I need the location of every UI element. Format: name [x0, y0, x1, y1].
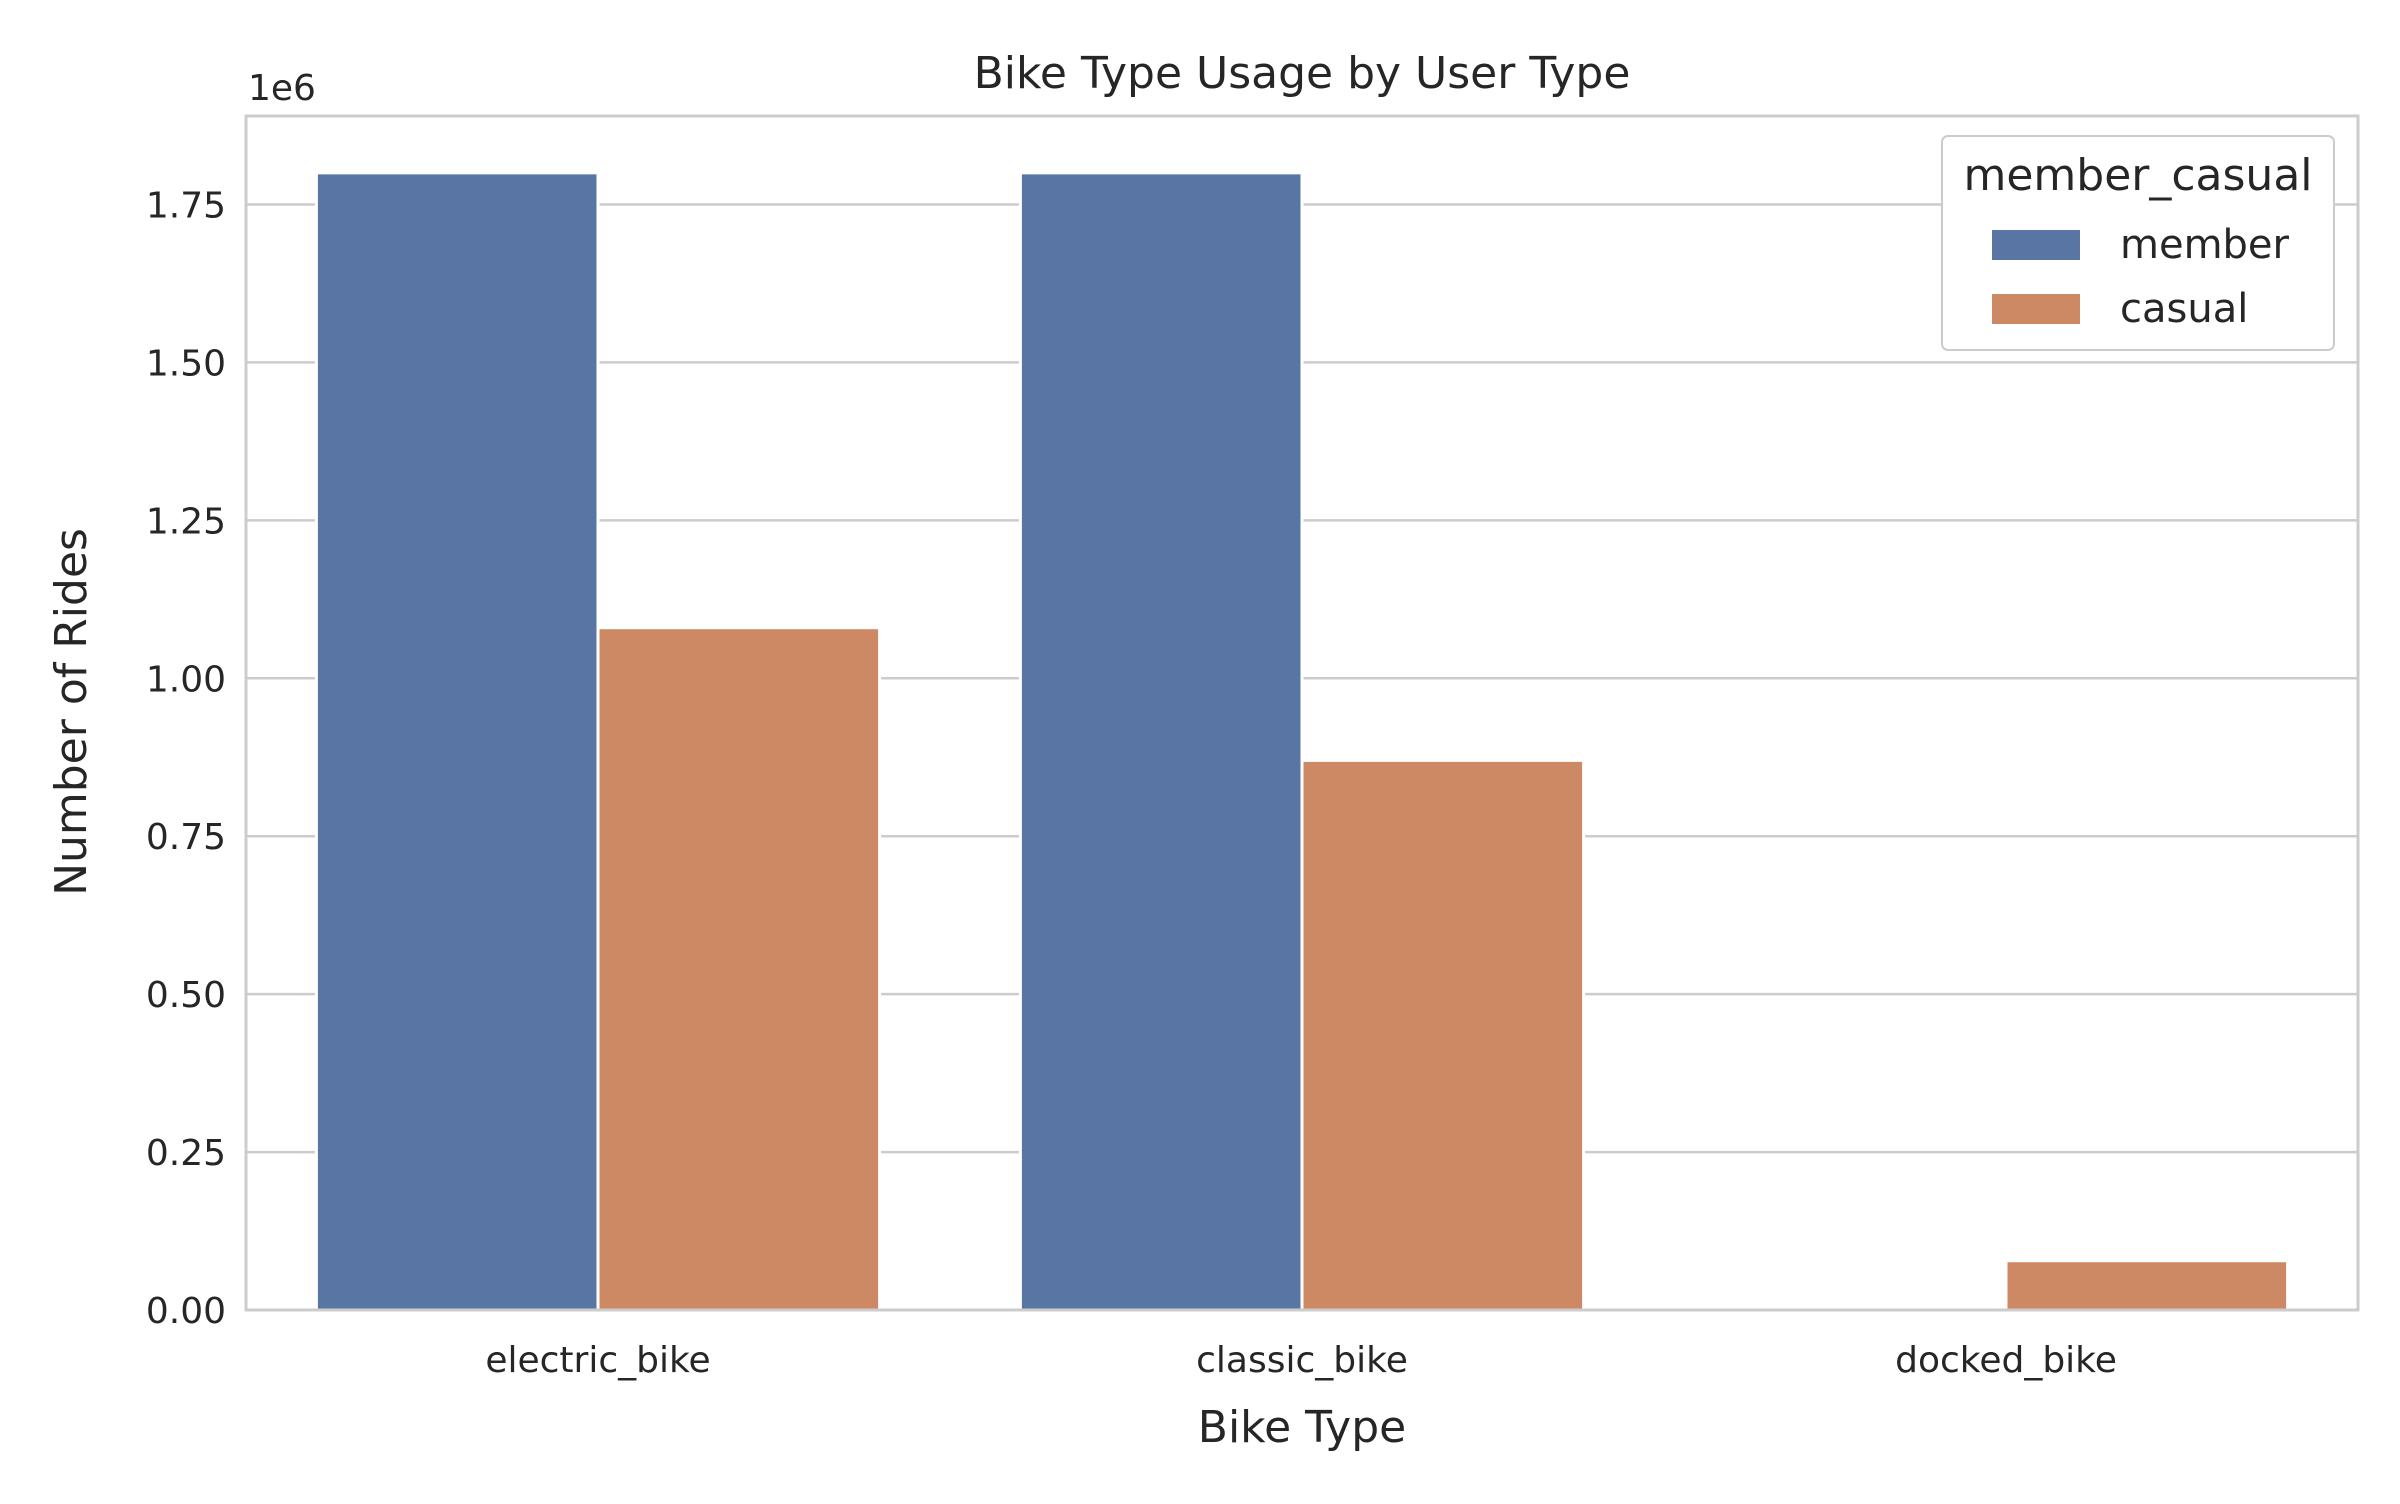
x-axis-label: Bike Type — [1198, 1402, 1406, 1453]
legend-title: member_casual — [1963, 150, 2312, 201]
y-tick-label: 0.00 — [146, 1291, 226, 1332]
legend-label-member: member — [2120, 222, 2290, 268]
plot-frame — [244, 114, 2360, 1312]
x-tick-label: electric_bike — [485, 1340, 710, 1381]
y-tick-label: 1.75 — [146, 185, 226, 226]
legend: member_casual member casual — [1941, 135, 2335, 351]
x-axis-ticks: electric_bike classic_bike docked_bike — [485, 1340, 2117, 1381]
bar-member-electric_bike — [314, 171, 600, 1312]
legend-swatch-member — [1992, 230, 2080, 260]
chart-title: Bike Type Usage by User Type — [974, 48, 1631, 99]
y-axis-ticks: 0.00 0.25 0.50 0.75 1.00 1.25 1.50 1.75 — [146, 185, 226, 1332]
legend-items: member casual — [1992, 222, 2290, 332]
axes-frame — [244, 114, 2360, 1312]
y-axis-label: Number of Rides — [46, 528, 97, 896]
x-tick-label: classic_bike — [1196, 1340, 1408, 1381]
y-tick-label: 0.75 — [146, 817, 226, 858]
y-tick-label: 1.00 — [146, 659, 226, 700]
bars — [314, 171, 2290, 1312]
y-tick-label: 1.50 — [146, 343, 226, 384]
bar-casual-classic_bike — [1300, 758, 1586, 1312]
bar-casual-electric_bike — [596, 626, 882, 1312]
y-tick-label: 0.50 — [146, 975, 226, 1016]
bar-casual-docked_bike — [2004, 1259, 2290, 1312]
y-axis-scale-label: 1e6 — [248, 68, 316, 109]
bar-member-classic_bike — [1018, 171, 1304, 1312]
y-tick-label: 0.25 — [146, 1133, 226, 1174]
legend-label-casual: casual — [2120, 286, 2248, 332]
y-tick-label: 1.25 — [146, 501, 226, 542]
legend-swatch-casual — [1992, 294, 2080, 324]
x-tick-label: docked_bike — [1895, 1340, 2117, 1381]
